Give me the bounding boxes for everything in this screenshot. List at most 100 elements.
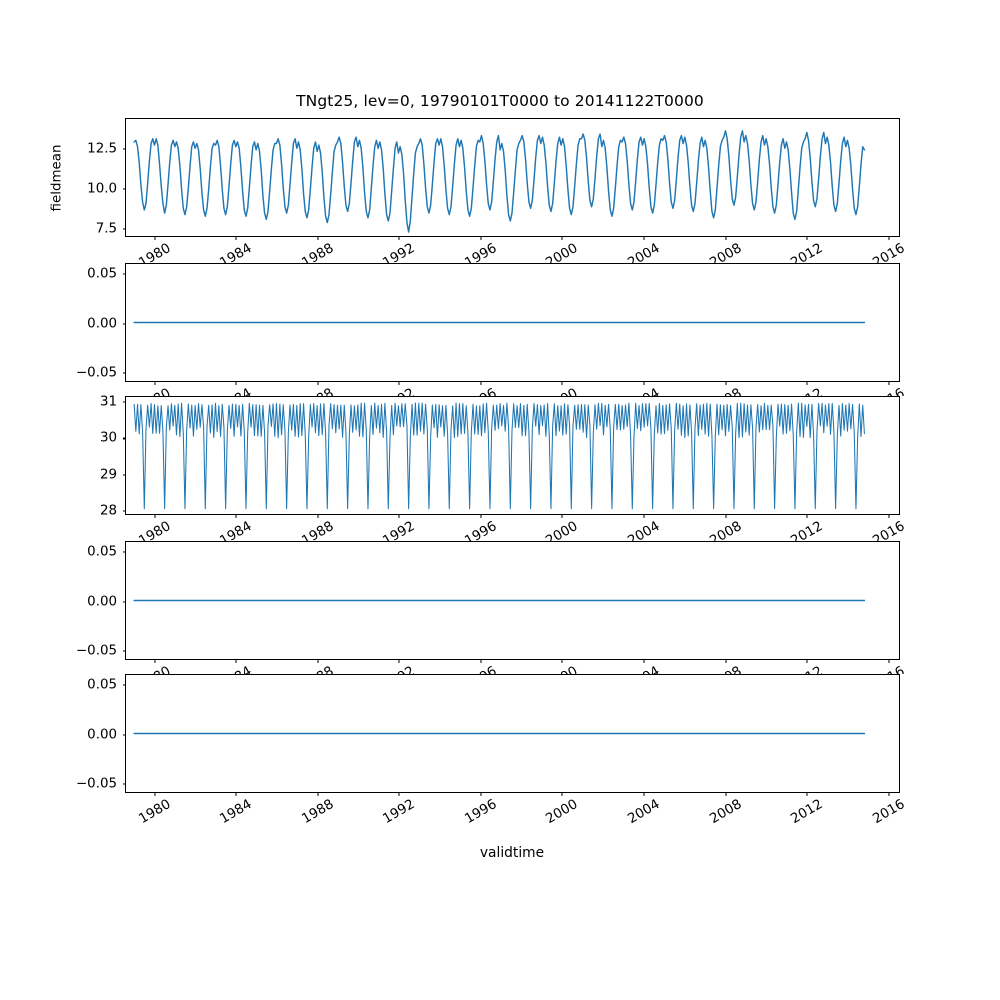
figure-title: TNgt25, lev=0, 19790101T0000 to 20141122…	[296, 92, 704, 110]
y-tick-label: 0.00	[87, 316, 117, 331]
x-tick-mark	[480, 381, 482, 385]
y-tick-mark	[122, 273, 126, 275]
y-tick-mark	[122, 783, 126, 785]
x-axis-label: validtime	[479, 845, 545, 861]
y-tick-mark	[122, 437, 126, 439]
x-tick-mark	[888, 236, 890, 240]
x-tick-mark	[561, 514, 563, 518]
axes-panel-nummasked: −0.05 0.00 0.05 198019841988199219962000200…	[76, 541, 907, 694]
x-tick-label: 1988	[299, 797, 337, 828]
y-tick-label: 0.05	[87, 266, 117, 282]
x-tick-label: 1992	[380, 797, 418, 828]
x-tick-label: 2004	[625, 797, 663, 828]
y-tick-label: 0.05	[87, 677, 117, 693]
y-tick-mark	[122, 188, 126, 190]
x-tick-mark	[561, 236, 563, 240]
plot-line-nummasked	[126, 542, 899, 659]
y-tick-mark	[122, 650, 126, 652]
panel-background-mask	[0, 263, 1000, 384]
y-tick-label: 30	[99, 430, 117, 446]
x-tick-label: 1984	[217, 797, 255, 828]
x-tick-mark	[154, 236, 156, 240]
x-tick-mark	[235, 381, 237, 385]
y-axis-label-fieldmean: fieldmean	[49, 144, 65, 211]
x-tick-mark	[235, 659, 237, 663]
x-tick-mark	[480, 514, 482, 518]
y-tick-label: −0.05	[75, 365, 117, 381]
x-tick-mark	[561, 381, 563, 385]
y-tick-mark	[122, 684, 126, 686]
plot-line-numnan	[126, 675, 899, 792]
y-tick-mark	[122, 600, 126, 603]
x-tick-mark	[643, 514, 645, 518]
x-tick-mark	[480, 236, 482, 240]
plot-line-fieldmin	[126, 264, 899, 381]
x-tick-mark	[317, 514, 319, 518]
x-tick-label: 1996	[462, 797, 500, 828]
y-tick-mark	[122, 401, 126, 403]
axes-panel-fieldmax: 28 29 30 31 1980 1984 1988 1992 1996 2000 2004 2008…	[100, 395, 907, 549]
y-tick-mark	[122, 551, 126, 553]
x-tick-mark	[154, 659, 156, 663]
x-tick-mark	[888, 659, 890, 663]
x-tick-mark	[154, 381, 156, 385]
x-tick-mark	[480, 792, 482, 796]
y-tick-mark	[122, 473, 126, 476]
y-tick-label: 0.05	[87, 544, 117, 560]
y-tick-label: 12.5	[87, 141, 117, 157]
x-tick-mark	[643, 381, 645, 385]
panel-background-mask	[0, 541, 1000, 662]
y-tick-mark	[122, 148, 126, 150]
x-tick-mark	[561, 659, 563, 663]
x-tick-mark	[398, 381, 400, 385]
x-tick-label: 2000	[543, 797, 581, 828]
y-tick-mark	[122, 228, 126, 230]
y-tick-label: 0.00	[87, 594, 117, 609]
y-tick-label: −0.05	[75, 643, 117, 659]
x-tick-mark	[725, 659, 727, 663]
x-tick-mark	[235, 236, 237, 240]
x-tick-mark	[725, 236, 727, 240]
plot-line-fieldmax	[126, 397, 899, 514]
x-tick-mark	[317, 792, 319, 796]
x-tick-mark	[888, 381, 890, 385]
x-tick-mark	[643, 792, 645, 796]
x-tick-mark	[806, 236, 808, 240]
x-tick-mark	[154, 514, 156, 518]
x-tick-mark	[643, 236, 645, 240]
plot-line-fieldmean	[126, 119, 899, 236]
x-tick-mark	[806, 381, 808, 385]
y-tick-label: 28	[99, 503, 117, 519]
x-tick-mark	[806, 792, 808, 796]
y-tick-label: 10.0	[87, 181, 117, 197]
y-tick-label: 31	[99, 394, 117, 410]
axes-panel-numnan: −0.05 0.00 0.05 1980 1984 1988 1992 1996 2000 200…	[76, 674, 907, 827]
x-tick-mark	[154, 792, 156, 796]
y-tick-mark	[122, 733, 126, 736]
x-tick-mark	[725, 792, 727, 796]
x-tick-mark	[725, 381, 727, 385]
y-tick-mark	[122, 372, 126, 374]
x-tick-mark	[480, 659, 482, 663]
x-tick-mark	[398, 236, 400, 240]
x-tick-mark	[398, 792, 400, 796]
x-tick-mark	[317, 659, 319, 663]
x-tick-mark	[317, 236, 319, 240]
x-tick-label: 2008	[707, 797, 745, 828]
x-tick-mark	[561, 792, 563, 796]
x-tick-mark	[806, 659, 808, 663]
x-tick-label: 2012	[788, 797, 826, 828]
panel-background-mask	[0, 674, 1000, 795]
x-tick-mark	[235, 792, 237, 796]
x-tick-label: 1980	[136, 797, 174, 828]
x-tick-mark	[643, 659, 645, 663]
y-tick-label: 29	[99, 467, 117, 483]
x-tick-mark	[806, 514, 808, 518]
x-tick-mark	[725, 514, 727, 518]
